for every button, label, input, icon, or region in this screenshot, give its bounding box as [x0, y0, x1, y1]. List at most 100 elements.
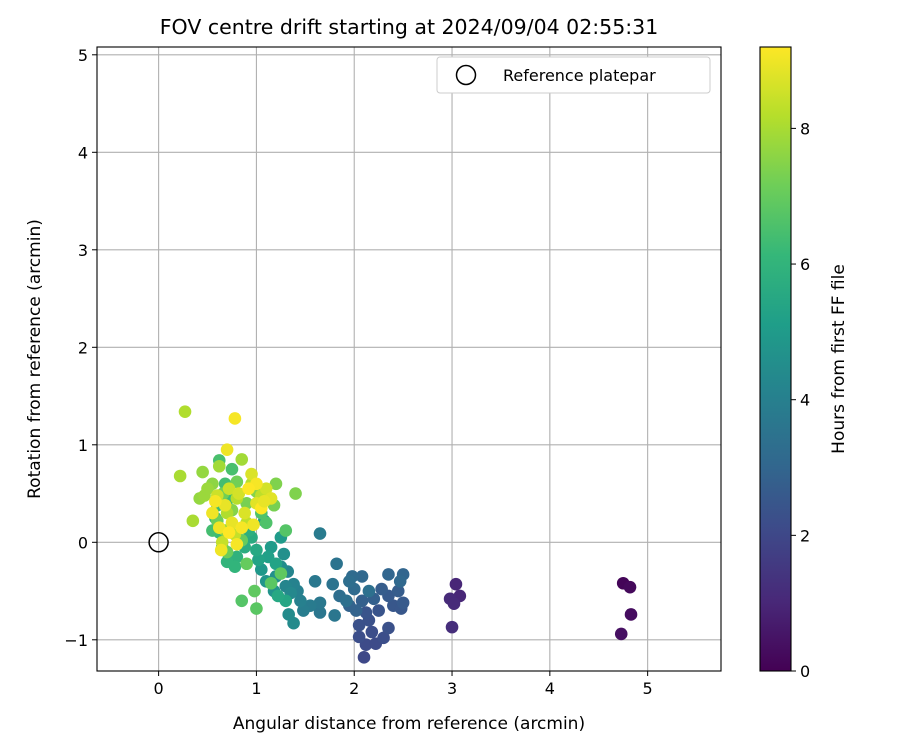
data-point [247, 518, 260, 532]
data-point [240, 557, 253, 571]
legend-frame [436, 56, 711, 94]
data-point [248, 584, 261, 598]
data-point [222, 526, 236, 539]
data-point [196, 465, 209, 479]
data-point [277, 547, 291, 561]
data-point [313, 527, 327, 540]
data-point [242, 482, 255, 495]
x-axis-label: Angular distance from reference (arcmin) [233, 714, 585, 734]
x-tick-label: 0 [154, 679, 164, 698]
data-point [372, 604, 385, 617]
data-point [362, 584, 376, 598]
data-point [340, 594, 353, 608]
data-point [279, 524, 293, 537]
colorbar-tick-label: 6 [800, 255, 810, 274]
colorbar-tick-label: 0 [800, 662, 810, 681]
data-point [355, 594, 369, 608]
plot-area: 0 1 2 3 4 5 −1 0 1 2 3 4 5 [64, 46, 722, 698]
data-point [343, 575, 356, 588]
data-point [230, 550, 244, 564]
data-point [255, 563, 268, 576]
x-tick-label: 1 [251, 679, 261, 698]
data-point [214, 543, 228, 557]
scatter-points [173, 405, 638, 664]
data-point [382, 621, 395, 635]
y-tick-label: 3 [78, 241, 88, 260]
colorbar-tick-label: 2 [800, 526, 810, 545]
data-point [352, 618, 366, 632]
data-point [222, 482, 236, 495]
plot-frame [96, 46, 722, 672]
data-point [313, 606, 327, 619]
data-point [282, 608, 295, 621]
data-point [382, 568, 395, 581]
data-point [238, 506, 251, 520]
data-point [271, 589, 285, 603]
y-tick-label: 2 [78, 338, 88, 357]
data-point [449, 577, 463, 591]
data-point [173, 469, 187, 483]
data-point [220, 555, 234, 569]
data-point [230, 537, 244, 551]
data-point [212, 521, 226, 534]
data-point [225, 516, 239, 530]
data-point [330, 557, 343, 571]
y-tick-label: −1 [64, 631, 88, 650]
data-point [259, 516, 273, 530]
data-point [252, 553, 265, 567]
data-point [259, 482, 273, 495]
data-point [326, 577, 340, 591]
data-point [269, 477, 283, 491]
y-tick-label: 4 [78, 143, 88, 162]
data-point [206, 506, 219, 520]
data-point [624, 608, 638, 621]
data-point [294, 594, 307, 608]
data-point [201, 482, 214, 495]
data-point [308, 575, 322, 588]
x-tick-label: 4 [545, 679, 555, 698]
data-point [396, 596, 410, 610]
y-tick-label: 5 [78, 46, 88, 65]
data-point [257, 495, 271, 508]
colorbar-tick-label: 8 [800, 119, 810, 138]
data-point [264, 540, 278, 554]
x-tick-label: 3 [447, 679, 457, 698]
data-point [235, 453, 249, 466]
data-point [218, 498, 232, 512]
data-point [365, 625, 379, 639]
data-point [445, 620, 459, 634]
chart-title: FOV centre drift starting at 2024/09/04 … [160, 15, 659, 39]
data-point [357, 651, 371, 664]
data-point [178, 405, 192, 418]
data-point [235, 594, 249, 608]
colorbar: 0 2 4 6 8 Hours from first FF file [759, 46, 849, 681]
x-tick-label: 2 [349, 679, 359, 698]
data-point [375, 582, 388, 596]
colorbar-frame [759, 46, 792, 672]
data-point [393, 575, 407, 588]
data-point [220, 443, 234, 456]
reference-platepar-marker [148, 532, 169, 553]
data-point [391, 584, 405, 598]
data-point [232, 487, 246, 500]
legend: Reference platepar [436, 56, 711, 94]
data-point [225, 462, 239, 476]
data-point [269, 557, 283, 571]
y-axis-label: Rotation from reference (arcmin) [25, 219, 45, 499]
colorbar-gradient [760, 47, 791, 671]
data-point [250, 543, 263, 557]
colorbar-ticks: 0 2 4 6 8 [791, 119, 810, 681]
y-tick-label: 0 [78, 533, 88, 552]
grid [97, 47, 721, 671]
data-point [359, 606, 373, 619]
data-point [274, 567, 288, 580]
colorbar-tick-label: 4 [800, 391, 810, 410]
x-tick-label: 5 [643, 679, 653, 698]
data-point [264, 576, 278, 590]
data-point [313, 596, 327, 610]
data-point [209, 495, 222, 508]
data-point [447, 597, 461, 611]
y-tick-label: 1 [78, 436, 88, 455]
data-point [235, 521, 249, 534]
